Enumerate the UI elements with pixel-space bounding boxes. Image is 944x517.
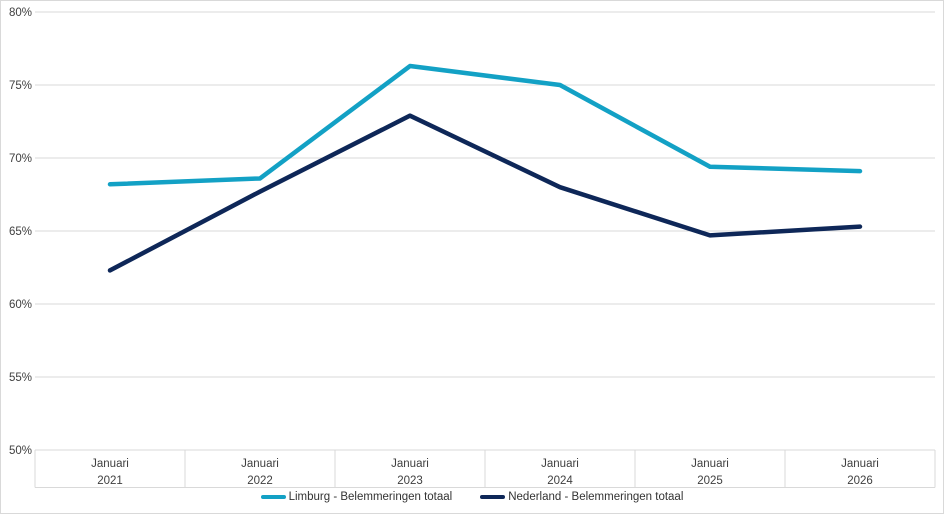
x-axis-month-label: Januari [391,458,429,470]
legend-label-nederland: Nederland - Belemmeringen totaal [508,491,684,503]
y-axis-tick-label: 70% [9,153,32,165]
legend-item-limburg: Limburg - Belemmeringen totaal [260,491,453,503]
y-axis-tick-label: 75% [9,80,32,92]
x-axis-year-label: 2023 [397,475,423,487]
x-axis-month-label: Januari [841,458,879,470]
y-axis-tick-label: 55% [9,372,32,384]
legend-item-nederland: Nederland - Belemmeringen totaal [480,491,683,503]
x-axis-year-label: 2021 [97,475,123,487]
x-axis-month-label: Januari [91,458,129,470]
legend-swatch-nederland-icon [480,494,506,500]
x-axis-year-label: 2026 [847,475,873,487]
legend-swatch-limburg-icon [260,494,286,500]
y-axis-tick-label: 65% [9,226,32,238]
x-axis-month-label: Januari [541,458,579,470]
x-axis-month-label: Januari [241,458,279,470]
x-axis-year-label: 2024 [547,475,573,487]
series-line-1 [107,113,863,273]
series-line-0 [107,63,863,187]
x-axis-year-label: 2022 [247,475,273,487]
y-axis-tick-label: 60% [9,299,32,311]
chart-legend: Limburg - Belemmeringen totaal Nederland… [0,491,944,503]
x-axis-month-label: Januari [691,458,729,470]
legend-label-limburg: Limburg - Belemmeringen totaal [288,491,453,503]
y-axis-tick-label: 50% [9,445,32,457]
y-axis-tick-label: 80% [9,7,32,19]
x-axis-year-label: 2025 [697,475,723,487]
